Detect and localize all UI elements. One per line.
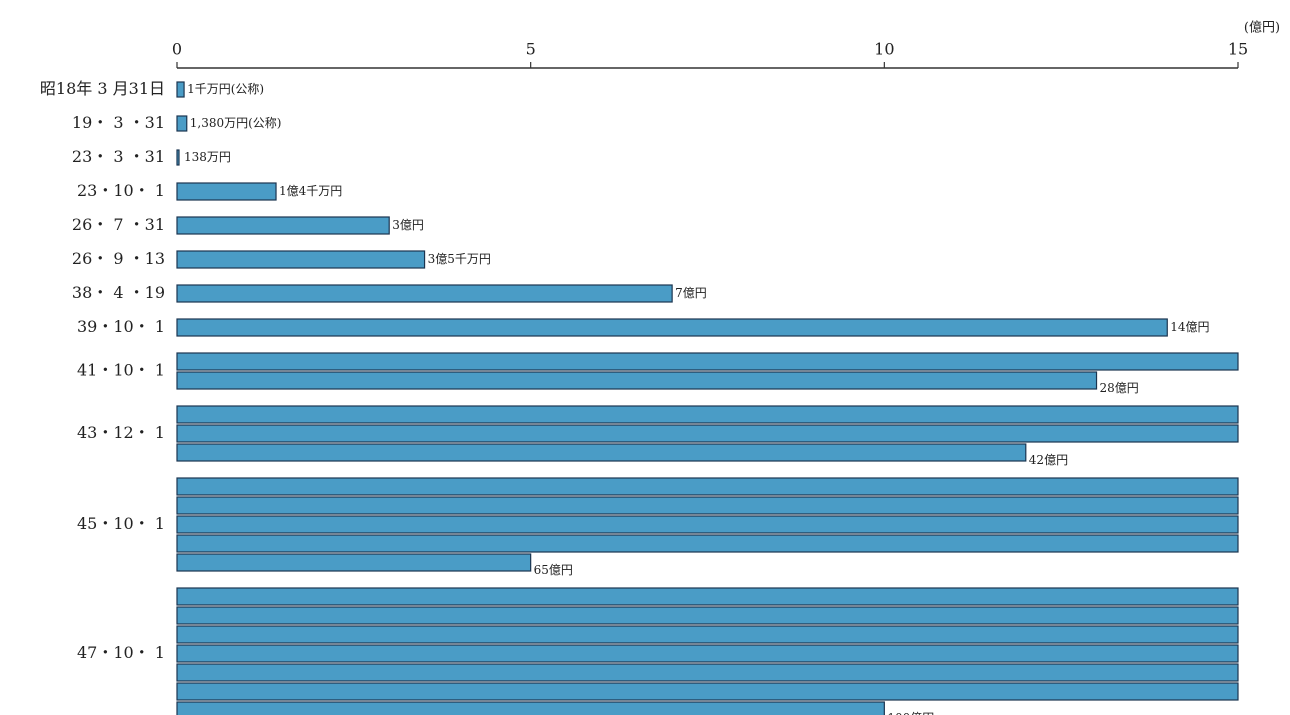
bar-segment	[176, 625, 1239, 644]
bar	[176, 477, 1239, 572]
bar-segment	[176, 606, 1239, 625]
value-label: 1千万円(公称)	[187, 82, 264, 96]
x-tick-label: 10	[874, 40, 894, 59]
bar-segment	[176, 149, 180, 166]
bar-segment	[176, 81, 185, 98]
value-label: 1億4千万円	[279, 184, 342, 198]
bar	[176, 149, 180, 166]
y-tick-label: 38・ 4 ・19	[72, 283, 165, 302]
bar-segment	[176, 663, 1239, 682]
value-label: 3億5千万円	[428, 252, 491, 266]
value-label: 28億円	[1100, 381, 1139, 395]
bar-segment	[176, 115, 188, 132]
bar	[176, 405, 1239, 462]
bar-segment	[176, 216, 390, 235]
bar	[176, 182, 277, 201]
y-tick-label: 26・ 9 ・13	[72, 249, 165, 268]
bar-segment	[176, 534, 1239, 553]
bar	[176, 250, 426, 269]
bar-segment	[176, 587, 1239, 606]
bar-segment	[176, 515, 1239, 534]
bar	[176, 284, 673, 303]
value-label: 3億円	[392, 218, 424, 232]
value-label: 65億円	[534, 563, 573, 577]
y-tick-label: 41・10・ 1	[77, 361, 165, 380]
bar	[176, 318, 1168, 337]
bar-segment	[176, 405, 1239, 424]
bar-segment	[176, 352, 1239, 371]
value-label: 1,380万円(公称)	[190, 116, 282, 130]
value-label: 100億円	[887, 711, 934, 715]
bar-segment	[176, 644, 1239, 663]
bar-segment	[176, 553, 532, 572]
bar-segment	[176, 371, 1098, 390]
bar-segment	[176, 284, 673, 303]
bar	[176, 81, 185, 98]
bar	[176, 587, 1239, 715]
x-tick-label: 15	[1228, 40, 1248, 59]
y-tick-label: 39・10・ 1	[77, 317, 165, 336]
bar-segment	[176, 477, 1239, 496]
axis-unit: (億円)	[1244, 20, 1280, 36]
bar-segment	[176, 424, 1239, 443]
bar	[176, 352, 1239, 390]
bar-segment	[176, 443, 1027, 462]
x-tick-label: 5	[526, 40, 536, 59]
value-label: 14億円	[1170, 320, 1209, 334]
x-tick-label: 0	[172, 40, 182, 59]
bar-segment	[176, 496, 1239, 515]
y-tick-label: 45・10・ 1	[77, 514, 165, 533]
bar-segment	[176, 182, 277, 201]
bar	[176, 115, 188, 132]
y-tick-label: 26・ 7 ・31	[72, 215, 165, 234]
y-tick-label: 23・ 3 ・31	[72, 147, 165, 166]
value-label: 42億円	[1029, 453, 1068, 467]
y-tick-label: 23・10・ 1	[77, 181, 165, 200]
y-tick-label: 19・ 3 ・31	[72, 113, 165, 132]
y-tick-label: 43・12・ 1	[77, 423, 165, 442]
bar	[176, 216, 390, 235]
bar-segment	[176, 682, 1239, 701]
bar-segment	[176, 318, 1168, 337]
bar-segment	[176, 250, 426, 269]
y-tick-label: 47・10・ 1	[77, 643, 165, 662]
value-label: 7億円	[675, 286, 707, 300]
value-label: 138万円	[184, 150, 231, 164]
bar-segment	[176, 701, 885, 715]
y-tick-label: 昭18年 3 月31日	[40, 79, 165, 98]
